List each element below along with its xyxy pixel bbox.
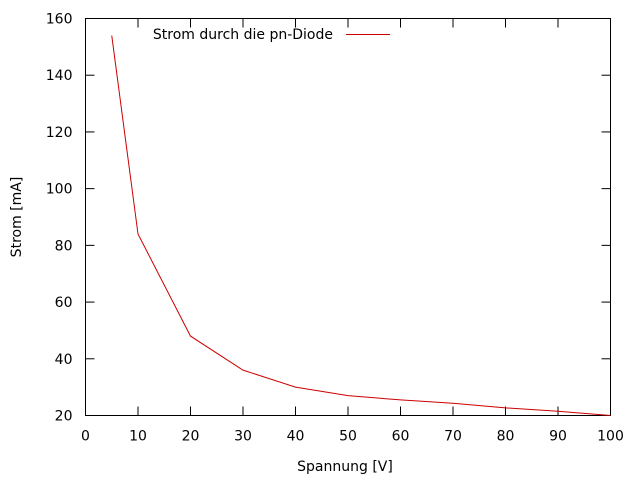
tick-labels: 0 10 20 30 40 50 60 70 80 90 100 20 40 60 80 100 120 140 1… bbox=[46, 12, 624, 445]
series-layer bbox=[111, 35, 611, 416]
y-axis-label: Strom [mA] bbox=[9, 177, 25, 258]
y-tick-label: 120 bbox=[46, 125, 73, 141]
y-tick-label: 140 bbox=[46, 68, 73, 84]
y-tick-label: 160 bbox=[46, 12, 73, 28]
x-tick-label: 70 bbox=[444, 429, 462, 445]
y-tick-label: 80 bbox=[55, 238, 73, 254]
y-tick-label: 20 bbox=[55, 409, 73, 425]
x-tick-label: 50 bbox=[339, 429, 357, 445]
legend-label: Strom durch die pn-Diode bbox=[153, 27, 333, 43]
x-tick-label: 0 bbox=[81, 429, 90, 445]
legend: Strom durch die pn-Diode bbox=[153, 27, 390, 43]
x-tick-label: 10 bbox=[129, 429, 147, 445]
series-line bbox=[111, 35, 611, 416]
x-tick-label: 20 bbox=[182, 429, 200, 445]
x-tick-label: 60 bbox=[392, 429, 410, 445]
axis-ticks bbox=[85, 18, 611, 416]
x-tick-label: 80 bbox=[497, 429, 515, 445]
x-tick-label: 40 bbox=[287, 429, 305, 445]
x-tick-label: 90 bbox=[549, 429, 567, 445]
plot-frame bbox=[85, 18, 611, 416]
x-tick-label: 30 bbox=[234, 429, 252, 445]
x-tick-label: 100 bbox=[597, 429, 624, 445]
y-tick-label: 100 bbox=[46, 182, 73, 198]
y-tick-label: 40 bbox=[55, 352, 73, 368]
x-axis-label: Spannung [V] bbox=[297, 459, 393, 475]
y-tick-label: 60 bbox=[55, 295, 73, 311]
